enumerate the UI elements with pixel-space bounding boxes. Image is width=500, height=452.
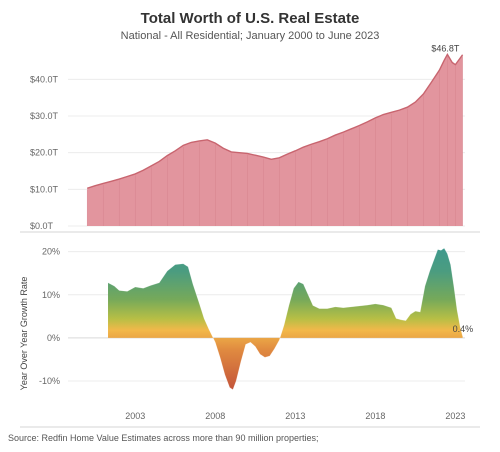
chart-title: Total Worth of U.S. Real Estate: [140, 10, 360, 27]
growth-y-tick-label: 10%: [42, 290, 60, 300]
worth-area: [87, 54, 463, 227]
source-note: Source: Redfin Home Value Estimates acro…: [8, 433, 319, 443]
x-tick-label: 2023: [445, 411, 465, 421]
x-tick-label: 2008: [205, 411, 225, 421]
growth-latest-label: 0.4%: [453, 324, 474, 334]
growth-area: [108, 248, 463, 390]
x-tick-label: 2013: [285, 411, 305, 421]
worth-y-tick-label: $20.0T: [30, 148, 59, 158]
chart-subtitle: National - All Residential; January 2000…: [120, 30, 380, 42]
growth-y-tick-label: 20%: [42, 247, 60, 257]
worth-peak-label: $46.8T: [431, 43, 460, 53]
x-tick-label: 2003: [125, 411, 145, 421]
worth-y-tick-label: $0.0T: [30, 221, 54, 231]
growth-y-axis-label: Year Over Year Growth Rate: [19, 277, 29, 391]
worth-y-tick-label: $10.0T: [30, 184, 59, 194]
worth-y-tick-label: $30.0T: [30, 111, 59, 121]
growth-y-tick-label: -10%: [39, 376, 60, 386]
worth-y-tick-label: $40.0T: [30, 74, 59, 84]
growth-line: [107, 247, 463, 391]
worth-line: [86, 52, 464, 189]
total-worth-panel: $0.0T $10.0T $20.0T $30.0T $40.0T $46.8T: [30, 43, 465, 231]
growth-rate-panel: -10% 0% 10% 20% 0.4% Year Over Year Growth Ra…: [19, 247, 473, 421]
growth-y-tick-label: 0%: [47, 333, 60, 343]
x-tick-label: 2018: [365, 411, 385, 421]
